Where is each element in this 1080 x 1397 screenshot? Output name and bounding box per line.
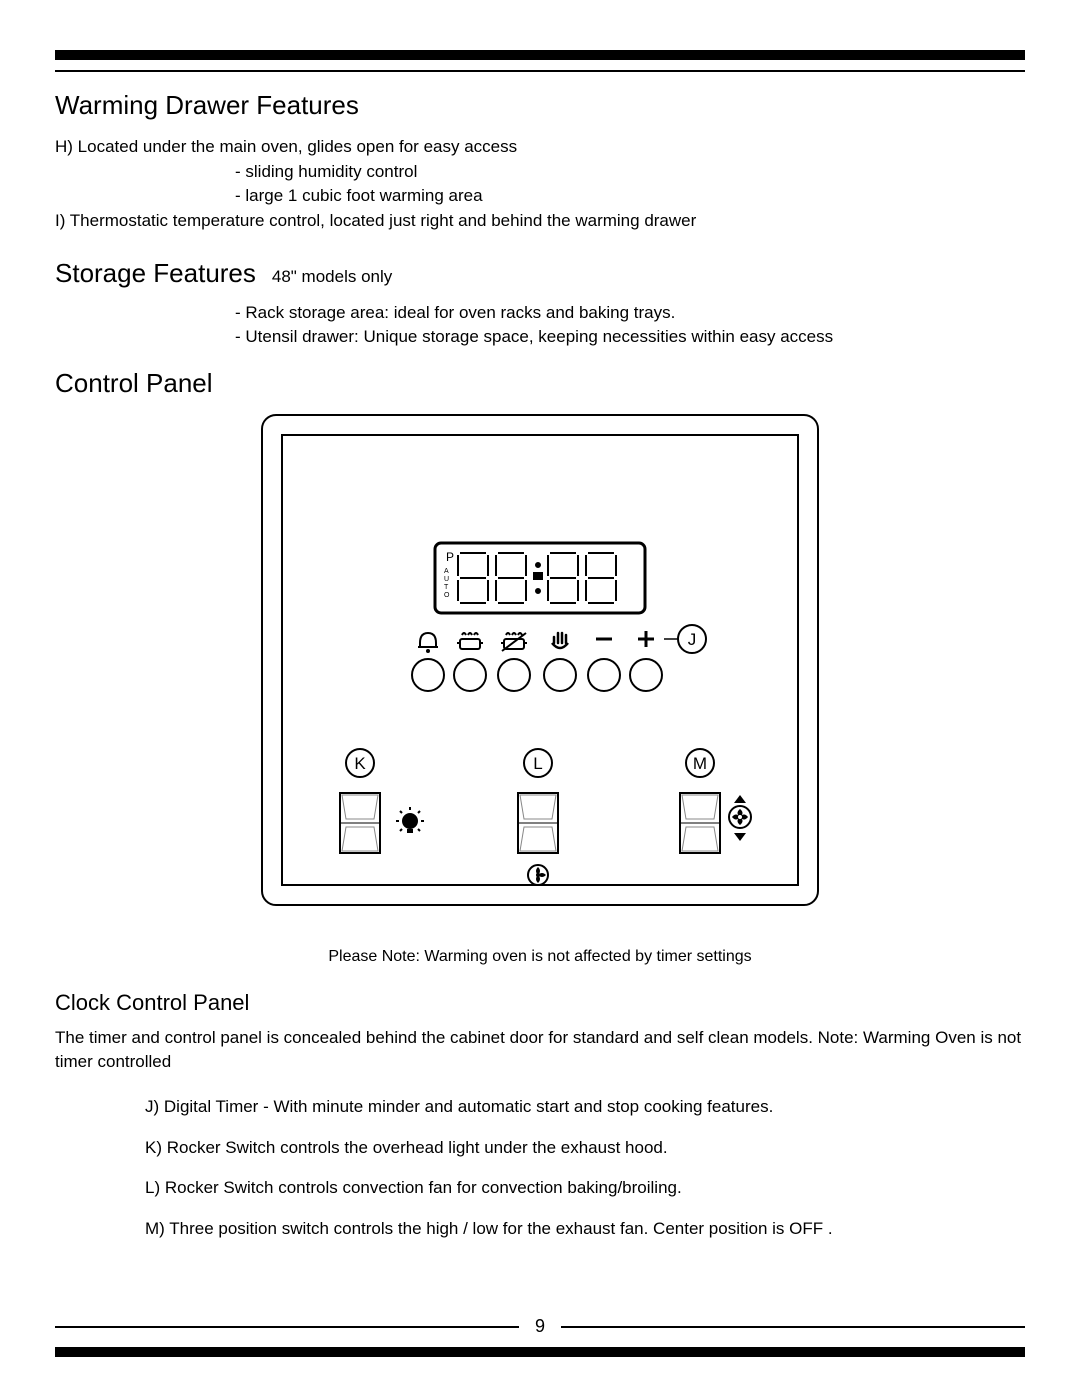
warming-h-line: H) Located under the main oven, glides o… xyxy=(55,135,1025,160)
warming-title: Warming Drawer Features xyxy=(55,90,1025,121)
clock-j: J) Digital Timer - With minute minder an… xyxy=(145,1095,1025,1120)
minus-button[interactable] xyxy=(588,659,620,691)
cook-start-button[interactable] xyxy=(454,659,486,691)
footer-rule-left xyxy=(55,1326,519,1328)
warming-h-sub2: - large 1 cubic foot warming area xyxy=(235,184,1025,209)
svg-text:M: M xyxy=(693,754,707,773)
clock-intro: The timer and control panel is concealed… xyxy=(55,1026,1025,1075)
warming-i-line: I) Thermostatic temperature control, loc… xyxy=(55,209,1025,234)
convection-fan-icon xyxy=(528,865,548,885)
control-panel-diagram: P A U T O xyxy=(260,413,820,933)
plus-button[interactable] xyxy=(630,659,662,691)
svg-text:U: U xyxy=(444,576,449,583)
svg-text:A: A xyxy=(444,568,449,575)
callout-l: L xyxy=(524,749,552,777)
display-side-label: P xyxy=(446,550,454,564)
svg-text:T: T xyxy=(444,584,449,591)
control-panel-title: Control Panel xyxy=(55,368,1025,399)
convection-rocker-switch[interactable] xyxy=(518,793,558,853)
svg-text:J: J xyxy=(688,630,697,649)
timer-bell-button[interactable] xyxy=(412,659,444,691)
svg-text:O: O xyxy=(444,592,450,599)
page-number: 9 xyxy=(535,1316,545,1337)
svg-text:K: K xyxy=(354,754,366,773)
storage-title: Storage Features xyxy=(55,258,256,289)
clock-m: M) Three position switch controls the hi… xyxy=(145,1217,1025,1242)
storage-tag: 48" models only xyxy=(272,267,392,287)
light-rocker-switch[interactable] xyxy=(340,793,380,853)
clock-title: Clock Control Panel xyxy=(55,990,1025,1016)
clock-k: K) Rocker Switch controls the overhead l… xyxy=(145,1136,1025,1161)
callout-k: K xyxy=(346,749,374,777)
manual-button[interactable] xyxy=(544,659,576,691)
storage-line2: - Utensil drawer: Unique storage space, … xyxy=(235,325,1025,350)
clock-l: L) Rocker Switch controls convection fan… xyxy=(145,1176,1025,1201)
cook-stop-button[interactable] xyxy=(498,659,530,691)
top-thick-rule xyxy=(55,50,1025,60)
bottom-thick-rule xyxy=(55,1347,1025,1357)
warming-h-sub1: - sliding humidity control xyxy=(235,160,1025,185)
callout-m: M xyxy=(686,749,714,777)
storage-line1: - Rack storage area: ideal for oven rack… xyxy=(235,301,1025,326)
exhaust-rocker-switch[interactable] xyxy=(680,793,720,853)
svg-text:L: L xyxy=(533,754,542,773)
top-thin-rule xyxy=(55,70,1025,72)
footer-rule-right xyxy=(561,1326,1025,1328)
panel-note: Please Note: Warming oven is not affecte… xyxy=(55,948,1025,966)
